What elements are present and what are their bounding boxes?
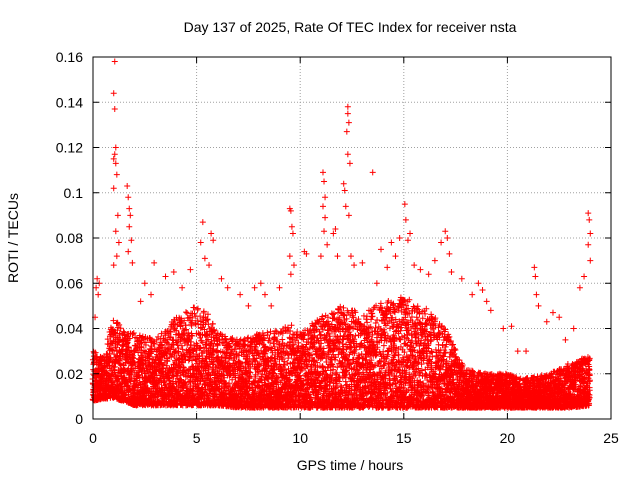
band-point [120, 328, 127, 335]
band-point [124, 382, 131, 389]
band-point [144, 384, 151, 391]
data-points [89, 58, 594, 411]
band-point [117, 361, 124, 368]
band-point [115, 339, 122, 346]
band-point [126, 335, 133, 342]
band-point [107, 354, 114, 361]
band-point [135, 371, 142, 378]
band-point [152, 363, 159, 370]
band-point [131, 348, 138, 355]
band-point [116, 321, 123, 328]
band-point [106, 358, 113, 365]
band-point [100, 366, 107, 373]
band-point [104, 370, 111, 377]
band-point [111, 363, 118, 370]
band-point [142, 339, 149, 346]
band-point [112, 344, 119, 351]
band-point [125, 382, 132, 389]
band-point [112, 356, 119, 363]
band-point [138, 343, 145, 350]
band-point [117, 325, 124, 332]
band-point [146, 353, 153, 360]
band-point [116, 360, 123, 367]
band-point [146, 366, 153, 373]
band-point [129, 331, 136, 338]
band-point [151, 371, 158, 378]
band-point [151, 340, 158, 347]
band-point [129, 354, 136, 361]
band-point [110, 317, 117, 324]
band-point [108, 346, 115, 353]
band-point [129, 351, 136, 358]
band-point [119, 342, 126, 349]
band-point [130, 355, 137, 362]
band-point [114, 327, 121, 334]
band-point [138, 368, 145, 375]
band-point [130, 329, 137, 336]
chart-title: Day 137 of 2025, Rate Of TEC Index for r… [184, 19, 517, 35]
band-point [148, 349, 155, 356]
